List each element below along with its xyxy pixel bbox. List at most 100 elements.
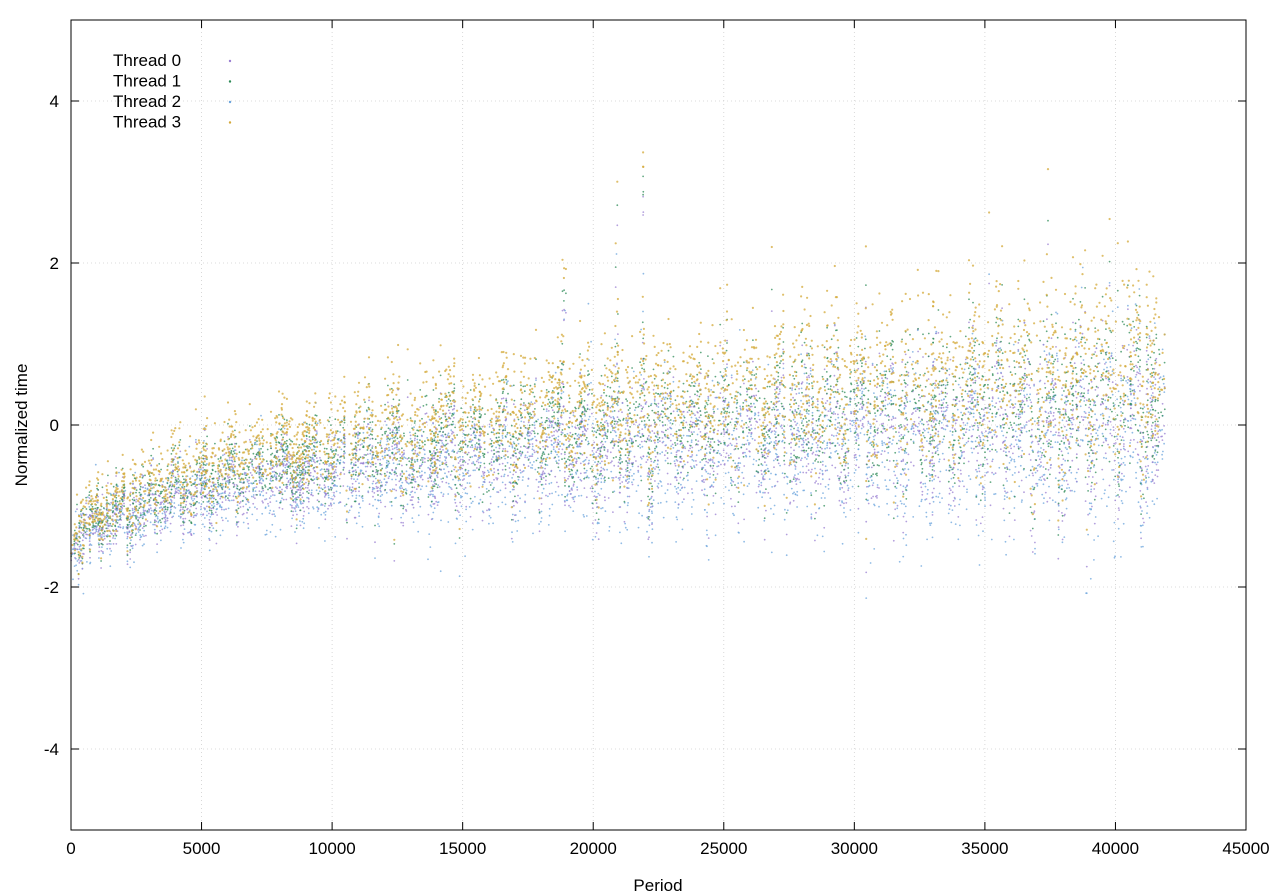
data-point [631, 475, 633, 477]
data-point [741, 471, 744, 474]
data-point [357, 433, 360, 436]
data-point [163, 510, 166, 513]
data-point [890, 367, 892, 369]
data-point [978, 564, 981, 566]
data-point [718, 452, 721, 455]
data-point [399, 453, 401, 456]
data-point [1156, 497, 1158, 500]
data-point [665, 500, 668, 503]
data-point [808, 404, 811, 407]
data-point [836, 475, 839, 477]
data-point [1071, 459, 1074, 462]
data-point [626, 528, 629, 531]
data-point [284, 490, 286, 492]
data-point [772, 406, 775, 409]
data-point [905, 412, 907, 415]
data-point [295, 542, 298, 545]
data-point [783, 447, 786, 449]
data-point [642, 211, 645, 214]
data-point [542, 470, 545, 473]
data-point [416, 476, 419, 478]
data-point [281, 497, 283, 500]
data-point [691, 454, 694, 456]
data-point [783, 518, 786, 521]
data-point [211, 504, 213, 507]
data-point [630, 440, 633, 442]
data-point [198, 468, 200, 471]
data-point [515, 471, 517, 474]
data-point [1129, 388, 1132, 391]
data-point [386, 440, 389, 443]
data-point [1013, 519, 1016, 521]
data-point [918, 449, 921, 452]
data-point [1088, 411, 1090, 414]
data-point [646, 455, 648, 458]
data-point [390, 473, 393, 475]
data-point [271, 523, 274, 526]
data-point [891, 443, 893, 445]
data-point [214, 511, 217, 514]
data-point [904, 505, 907, 508]
data-point [1122, 522, 1125, 525]
data-point [222, 466, 225, 469]
data-point [167, 488, 170, 490]
data-point [748, 450, 751, 452]
data-point [771, 486, 773, 488]
data-point [585, 515, 588, 517]
data-point [652, 499, 655, 501]
data-point [129, 566, 132, 569]
data-point [925, 458, 928, 461]
data-point [385, 424, 388, 426]
data-point [809, 373, 812, 375]
data-point [1163, 391, 1166, 393]
data-point [288, 461, 290, 464]
data-point [887, 452, 890, 454]
data-point [723, 433, 726, 436]
data-point [793, 491, 795, 494]
data-point [803, 451, 806, 453]
data-point [153, 528, 156, 531]
data-point [519, 471, 522, 474]
data-point [1096, 429, 1099, 432]
data-point [458, 575, 461, 578]
data-point [387, 463, 389, 466]
data-point [358, 490, 360, 493]
data-point [134, 543, 137, 546]
data-point [739, 415, 742, 417]
data-point [1129, 419, 1132, 422]
data-point [806, 505, 809, 508]
data-point [905, 451, 908, 454]
data-point [953, 496, 956, 499]
data-point [582, 514, 585, 516]
data-point [1096, 419, 1098, 422]
data-point [459, 458, 462, 461]
data-point [999, 426, 1002, 429]
data-point [972, 381, 975, 384]
data-point [651, 528, 654, 531]
data-point [578, 495, 580, 497]
data-point [739, 405, 741, 408]
data-point [446, 465, 449, 468]
data-point [979, 476, 982, 479]
data-point [961, 437, 964, 440]
data-point [938, 393, 941, 396]
data-point [935, 495, 938, 498]
data-point [1061, 512, 1063, 514]
data-point [821, 460, 824, 463]
data-point [1161, 402, 1164, 405]
data-point [121, 512, 124, 515]
data-point [898, 451, 900, 453]
data-point [440, 491, 443, 494]
data-point [404, 457, 407, 459]
data-point [309, 447, 312, 449]
data-point [1162, 382, 1165, 385]
data-point [540, 520, 542, 523]
data-point [312, 506, 314, 508]
data-point [217, 502, 220, 505]
data-point [532, 532, 534, 535]
data-point [646, 530, 648, 533]
data-point [1140, 467, 1143, 470]
data-point [896, 507, 899, 510]
data-point [856, 433, 859, 435]
data-point [1150, 394, 1153, 397]
